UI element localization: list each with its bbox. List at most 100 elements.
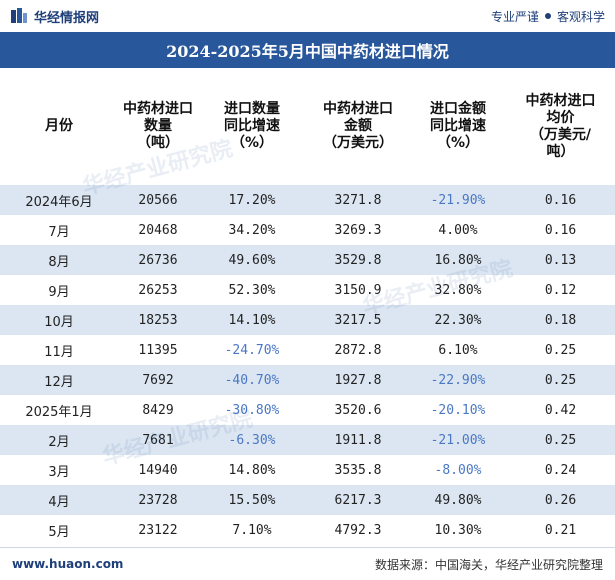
cell-avg-price: 0.21 <box>506 515 615 545</box>
cell-amount-yoy: 10.30% <box>410 515 506 545</box>
tagline: 专业严谨 客观科学 <box>491 8 605 25</box>
cell-quantity-yoy: 15.50% <box>198 485 306 515</box>
table-row: 2024年6月 20566 17.20% 3271.8 -21.90% 0.16 <box>0 185 615 215</box>
cell-quantity: 8429 <box>118 395 198 425</box>
cell-quantity-yoy: 17.20% <box>198 185 306 215</box>
column-header-quantity-yoy: 进口数量 同比增速 （%） <box>224 101 280 151</box>
cell-amount: 3271.8 <box>306 185 410 215</box>
table-row: 9月 26253 52.30% 3150.9 32.80% 0.12 <box>0 275 615 305</box>
cell-avg-price: 0.12 <box>506 275 615 305</box>
table-row: 5月 23122 7.10% 4792.3 10.30% 0.21 <box>0 515 615 545</box>
cell-quantity: 23122 <box>118 515 198 545</box>
dot-icon <box>544 13 551 19</box>
column-header-amount: 中药材进口 金额 （万美元） <box>323 101 393 151</box>
cell-quantity: 23728 <box>118 485 198 515</box>
cell-month: 7月 <box>0 215 118 245</box>
cell-amount: 3520.6 <box>306 395 410 425</box>
cell-amount-yoy: 32.80% <box>410 275 506 305</box>
cell-quantity-yoy: 14.80% <box>198 455 306 485</box>
cell-month: 5月 <box>0 515 118 545</box>
cell-amount: 1911.8 <box>306 425 410 455</box>
cell-avg-price: 0.18 <box>506 305 615 335</box>
table-row: 7月 20468 34.20% 3269.3 4.00% 0.16 <box>0 215 615 245</box>
cell-amount-yoy: 6.10% <box>410 335 506 365</box>
table-row: 12月 7692 -40.70% 1927.8 -22.90% 0.25 <box>0 365 615 395</box>
cell-quantity: 20566 <box>118 185 198 215</box>
brand-logo-icon <box>11 8 27 23</box>
cell-amount-yoy: -22.90% <box>410 365 506 395</box>
cell-quantity: 26736 <box>118 245 198 275</box>
footer: www.huaon.com 数据来源：中国海关，华经产业研究院整理 <box>0 547 615 580</box>
table-header-row: 月份 中药材进口 数量 （吨） 进口数量 同比增速 （%） 中药材进口 金额 （… <box>0 68 615 185</box>
cell-amount: 2872.8 <box>306 335 410 365</box>
cell-avg-price: 0.16 <box>506 215 615 245</box>
cell-avg-price: 0.13 <box>506 245 615 275</box>
brand: 华经情报网 <box>10 7 99 26</box>
cell-amount-yoy: -21.90% <box>410 185 506 215</box>
cell-quantity: 18253 <box>118 305 198 335</box>
page-title-text: 2024-2025年5月中国中药材进口情况 <box>166 42 449 61</box>
cell-quantity-yoy: 7.10% <box>198 515 306 545</box>
cell-quantity-yoy: 34.20% <box>198 215 306 245</box>
cell-quantity: 20468 <box>118 215 198 245</box>
cell-avg-price: 0.24 <box>506 455 615 485</box>
cell-month: 3月 <box>0 455 118 485</box>
cell-month: 2025年1月 <box>0 395 118 425</box>
cell-quantity-yoy: -24.70% <box>198 335 306 365</box>
page-title: 2024-2025年5月中国中药材进口情况 <box>0 32 615 68</box>
table-row: 4月 23728 15.50% 6217.3 49.80% 0.26 <box>0 485 615 515</box>
cell-amount-yoy: -8.00% <box>410 455 506 485</box>
cell-amount: 1927.8 <box>306 365 410 395</box>
cell-amount: 3529.8 <box>306 245 410 275</box>
column-header-quantity: 中药材进口 数量 （吨） <box>123 101 193 151</box>
table-body: 2024年6月 20566 17.20% 3271.8 -21.90% 0.16 7月 204… <box>0 185 615 545</box>
cell-avg-price: 0.25 <box>506 365 615 395</box>
tagline-left: 专业严谨 <box>490 9 539 24</box>
data-source: 数据来源：中国海关，华经产业研究院整理 <box>374 557 603 572</box>
cell-amount: 3535.8 <box>306 455 410 485</box>
cell-amount: 3269.3 <box>306 215 410 245</box>
cell-quantity-yoy: 14.10% <box>198 305 306 335</box>
cell-month: 10月 <box>0 305 118 335</box>
cell-amount-yoy: -21.00% <box>410 425 506 455</box>
cell-quantity-yoy: -6.30% <box>198 425 306 455</box>
cell-avg-price: 0.16 <box>506 185 615 215</box>
cell-month: 12月 <box>0 365 118 395</box>
column-header-month: 月份 <box>45 118 73 134</box>
column-header-avg-price: 中药材进口 均价 （万美元/ 吨） <box>525 92 596 160</box>
cell-amount-yoy: 4.00% <box>410 215 506 245</box>
data-table: 月份 中药材进口 数量 （吨） 进口数量 同比增速 （%） 中药材进口 金额 （… <box>0 68 615 545</box>
cell-amount-yoy: 16.80% <box>410 245 506 275</box>
cell-month: 9月 <box>0 275 118 305</box>
table-row: 2月 7681 -6.30% 1911.8 -21.00% 0.25 <box>0 425 615 455</box>
cell-month: 11月 <box>0 335 118 365</box>
cell-month: 4月 <box>0 485 118 515</box>
cell-quantity: 7681 <box>118 425 198 455</box>
table-row: 8月 26736 49.60% 3529.8 16.80% 0.13 <box>0 245 615 275</box>
cell-amount: 3217.5 <box>306 305 410 335</box>
cell-month: 2月 <box>0 425 118 455</box>
table-row: 2025年1月 8429 -30.80% 3520.6 -20.10% 0.42 <box>0 395 615 425</box>
cell-quantity-yoy: -30.80% <box>198 395 306 425</box>
cell-amount-yoy: -20.10% <box>410 395 506 425</box>
cell-avg-price: 0.25 <box>506 335 615 365</box>
cell-avg-price: 0.26 <box>506 485 615 515</box>
top-bar: 华经情报网 专业严谨 客观科学 <box>0 0 615 32</box>
cell-quantity: 26253 <box>118 275 198 305</box>
table-row: 11月 11395 -24.70% 2872.8 6.10% 0.25 <box>0 335 615 365</box>
cell-avg-price: 0.42 <box>506 395 615 425</box>
cell-amount: 4792.3 <box>306 515 410 545</box>
cell-quantity-yoy: -40.70% <box>198 365 306 395</box>
cell-amount-yoy: 22.30% <box>410 305 506 335</box>
cell-quantity: 14940 <box>118 455 198 485</box>
table-row: 10月 18253 14.10% 3217.5 22.30% 0.18 <box>0 305 615 335</box>
cell-quantity-yoy: 52.30% <box>198 275 306 305</box>
cell-month: 2024年6月 <box>0 185 118 215</box>
column-header-amount-yoy: 进口金额 同比增速 （%） <box>430 101 486 151</box>
cell-quantity-yoy: 49.60% <box>198 245 306 275</box>
cell-month: 8月 <box>0 245 118 275</box>
table-row: 3月 14940 14.80% 3535.8 -8.00% 0.24 <box>0 455 615 485</box>
cell-avg-price: 0.25 <box>506 425 615 455</box>
tagline-right: 客观科学 <box>556 9 605 24</box>
cell-quantity: 11395 <box>118 335 198 365</box>
